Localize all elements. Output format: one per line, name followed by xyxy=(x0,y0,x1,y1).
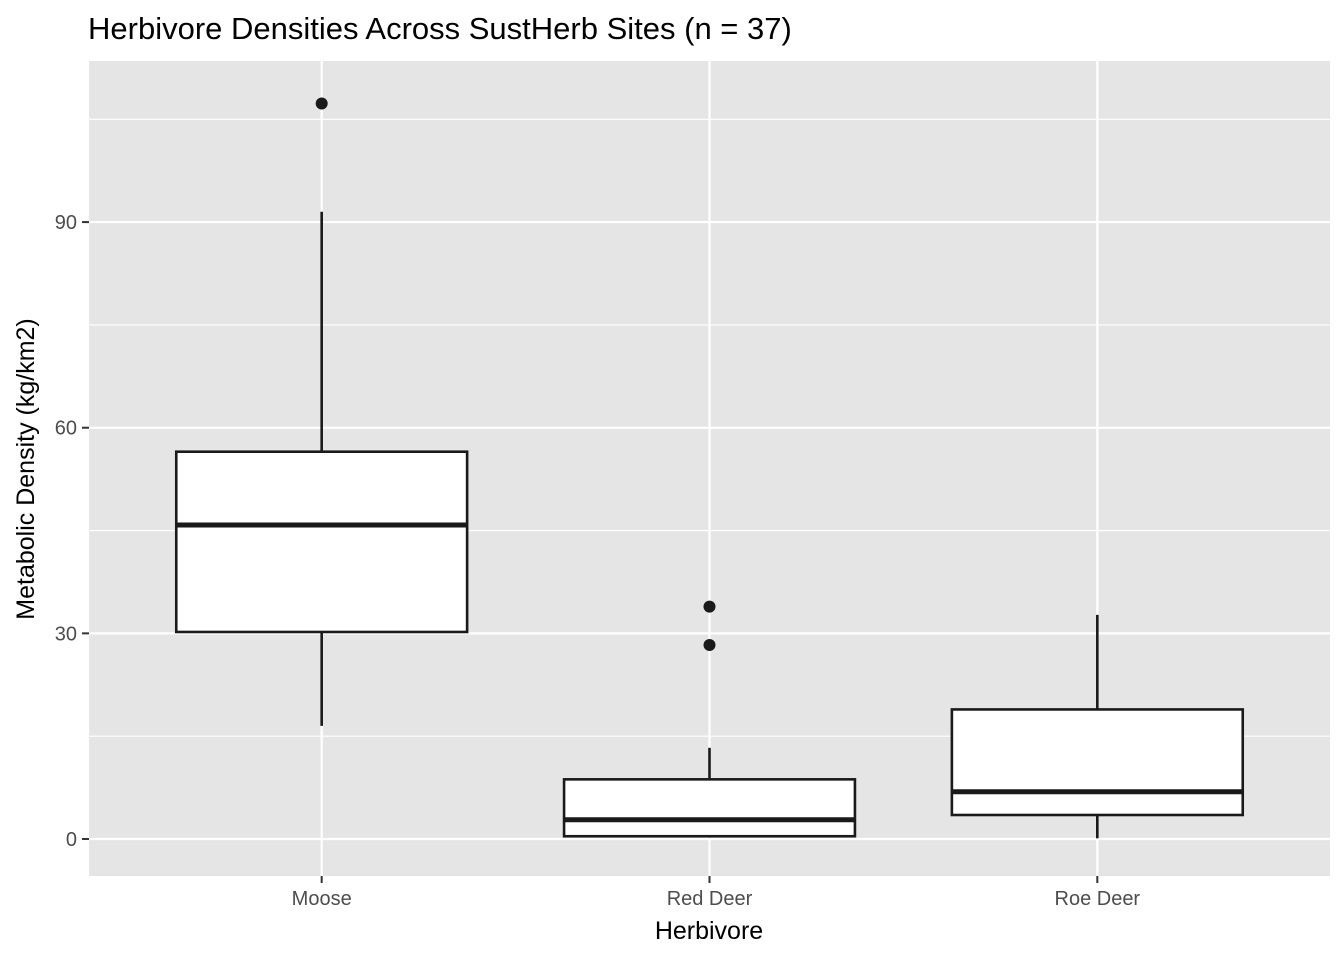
outlier-point xyxy=(703,600,716,613)
boxes xyxy=(174,97,1245,839)
box-group xyxy=(562,600,857,838)
outlier-point xyxy=(315,97,328,110)
x-axis-title: Herbivore xyxy=(655,917,763,945)
chart-title: Herbivore Densities Across SustHerb Site… xyxy=(88,11,792,46)
outlier-point xyxy=(703,639,716,652)
x-tick-label: Moose xyxy=(292,888,352,910)
y-tick-label: 90 xyxy=(55,212,77,234)
iqr-box xyxy=(950,708,1245,817)
y-tick-label: 0 xyxy=(66,829,77,851)
iqr-box xyxy=(174,450,469,634)
iqr-box xyxy=(562,778,857,838)
y-tick-label: 30 xyxy=(55,623,77,645)
box-group xyxy=(174,97,469,726)
axes: 0 30 60 90 Moose Red Deer Roe Deer xyxy=(55,212,1141,910)
y-axis-title: Metabolic Density (kg/km2) xyxy=(12,318,40,619)
x-tick-label: Roe Deer xyxy=(1055,888,1141,910)
x-tick-label: Red Deer xyxy=(667,888,753,910)
y-tick-label: 60 xyxy=(55,418,77,440)
box-group xyxy=(950,614,1245,839)
